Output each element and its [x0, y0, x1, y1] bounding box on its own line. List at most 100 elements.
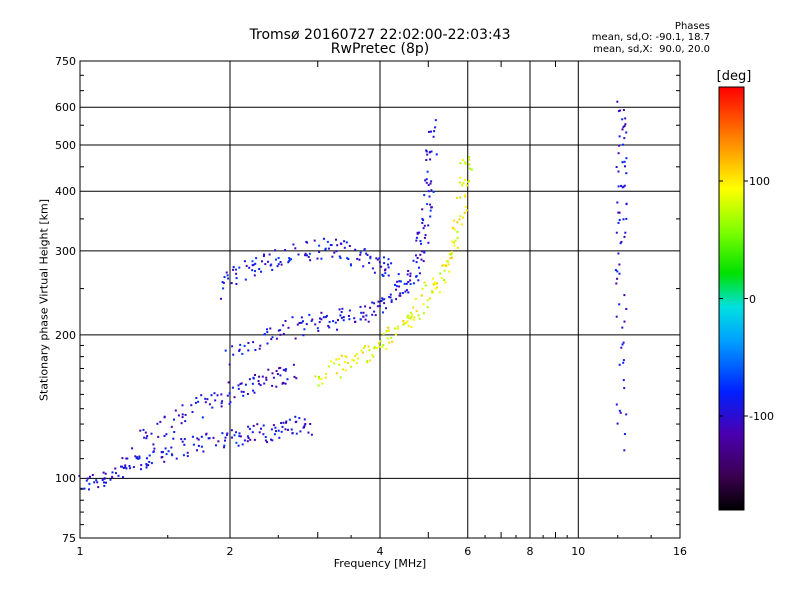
data-point	[320, 318, 323, 321]
data-point	[397, 273, 400, 276]
data-point	[619, 242, 622, 245]
data-point	[415, 236, 418, 239]
data-point	[240, 382, 243, 385]
data-point	[382, 274, 385, 277]
y-tick-label: 600	[55, 101, 76, 115]
data-point	[235, 441, 238, 444]
data-point	[293, 375, 296, 378]
data-point	[288, 418, 291, 421]
data-point	[324, 316, 327, 319]
data-point	[342, 316, 345, 319]
data-point	[246, 393, 249, 395]
data-point	[621, 118, 624, 121]
x-axis-label: Frequency [MHz]	[333, 557, 427, 570]
data-point	[314, 375, 317, 378]
data-point	[264, 263, 267, 266]
data-point	[456, 237, 459, 240]
data-point	[335, 358, 338, 361]
data-point	[618, 263, 621, 266]
data-point	[383, 256, 385, 259]
data-point	[88, 488, 90, 491]
data-point	[350, 264, 352, 267]
data-point	[387, 258, 390, 261]
data-point	[616, 422, 619, 425]
data-point	[616, 270, 619, 273]
data-point	[239, 435, 242, 438]
data-point	[184, 420, 187, 423]
data-point	[278, 436, 281, 439]
data-point	[409, 275, 412, 278]
data-point	[262, 433, 265, 436]
data-point	[194, 401, 197, 404]
data-point	[279, 333, 282, 336]
data-point	[409, 283, 412, 286]
data-point	[238, 348, 241, 351]
data-point	[427, 241, 430, 244]
data-point	[284, 249, 287, 251]
data-point	[405, 289, 408, 292]
data-point	[231, 345, 234, 348]
data-point	[375, 257, 378, 260]
data-point	[186, 451, 189, 454]
data-point	[470, 168, 473, 171]
data-point	[625, 308, 628, 310]
data-point	[320, 311, 323, 314]
data-point	[349, 263, 352, 266]
data-point	[615, 403, 618, 406]
data-point	[233, 396, 236, 399]
data-point	[430, 206, 433, 209]
phases-x-mode: mean, sd,X: 90.0, 20.0	[593, 44, 710, 55]
data-point	[345, 241, 348, 244]
data-point	[424, 179, 427, 182]
data-point	[235, 431, 237, 434]
data-point	[617, 221, 620, 224]
data-point	[239, 343, 242, 346]
data-point	[616, 201, 619, 204]
data-point	[226, 433, 228, 436]
data-point	[258, 431, 261, 434]
data-point	[425, 150, 428, 153]
data-point	[89, 475, 91, 478]
data-point	[284, 320, 287, 322]
data-point	[263, 253, 265, 256]
data-point	[618, 211, 621, 214]
data-point	[383, 298, 386, 301]
data-point	[355, 362, 358, 364]
data-point	[621, 161, 624, 164]
data-point	[83, 487, 86, 490]
data-point	[288, 259, 291, 262]
colorbar-tick-label: 100	[749, 175, 770, 188]
data-point	[282, 332, 285, 335]
data-point	[122, 476, 124, 479]
data-point	[204, 397, 207, 400]
data-point	[282, 421, 285, 424]
data-point	[103, 477, 106, 480]
data-point	[126, 457, 129, 460]
data-point	[282, 382, 285, 385]
data-point	[222, 281, 225, 284]
data-point	[138, 455, 141, 458]
phases-o-mode: mean, sd,O: -90.1, 18.7	[591, 32, 710, 43]
data-point	[411, 313, 414, 316]
data-point	[624, 165, 626, 168]
data-point	[387, 274, 390, 277]
data-point	[462, 182, 465, 185]
data-point	[121, 457, 124, 460]
data-point	[242, 390, 245, 393]
data-point	[285, 420, 288, 423]
data-point	[307, 431, 310, 434]
data-point	[443, 269, 446, 272]
data-point	[277, 257, 280, 259]
chart-title: Tromsø 20160727 22:02:00-22:03:43	[249, 27, 511, 43]
data-point	[623, 137, 626, 140]
data-point	[408, 316, 410, 319]
data-point	[443, 279, 446, 281]
data-point	[248, 427, 251, 430]
y-tick-label: 100	[55, 472, 76, 486]
data-point	[421, 217, 424, 220]
data-point	[422, 260, 425, 263]
data-point	[418, 272, 421, 275]
data-point	[384, 272, 387, 275]
data-point	[292, 363, 295, 366]
data-point	[311, 318, 314, 321]
